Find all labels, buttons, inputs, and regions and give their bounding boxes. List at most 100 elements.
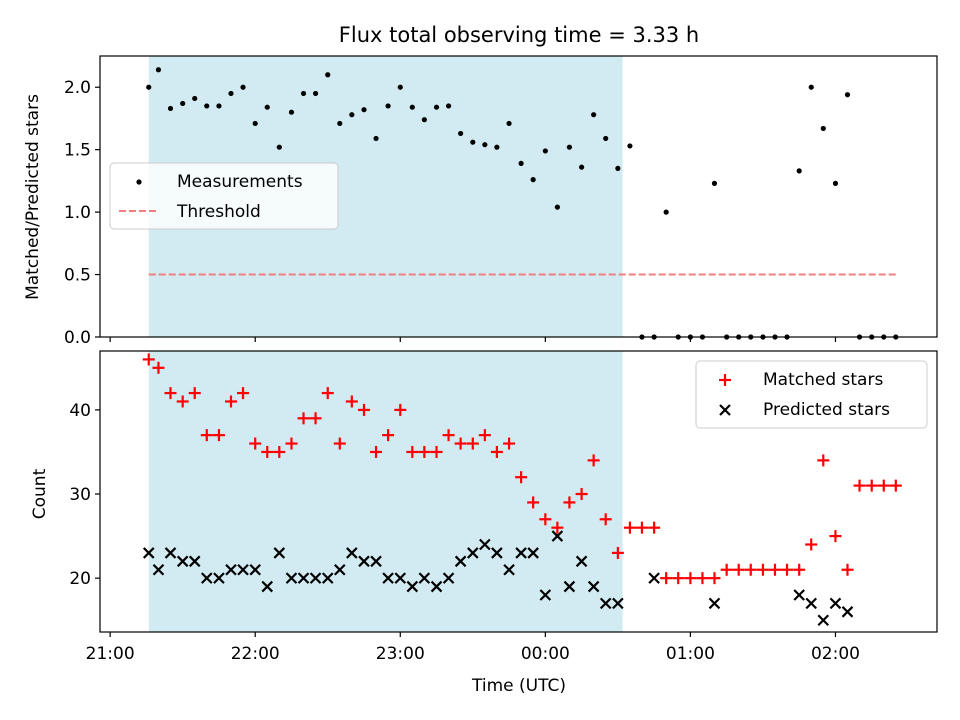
measurement-point <box>494 144 500 150</box>
matched-stars-point <box>370 445 383 458</box>
predicted-stars-point <box>188 555 201 568</box>
measurement-point <box>663 209 669 215</box>
measurement-point <box>844 92 851 98</box>
bottom-xtick-label: 21:00 <box>86 644 135 664</box>
top-panel: 0.00.51.01.52.0 Matched/Predicted stars … <box>23 55 938 348</box>
legend-matched-label: Matched stars <box>763 370 883 390</box>
matched-stars-point <box>623 521 636 534</box>
measurement-point <box>542 148 548 154</box>
measurement-point <box>627 143 633 149</box>
predicted-stars-point <box>346 547 358 559</box>
bottom-legend: Matched stars Predicted stars <box>695 360 928 429</box>
predicted-stars-point <box>225 563 237 576</box>
predicted-stars-point <box>829 597 842 610</box>
matched-stars-point <box>889 479 902 492</box>
predicted-stars-point <box>285 572 298 584</box>
predicted-stars-point <box>213 572 225 584</box>
predicted-stars-point <box>321 572 334 584</box>
measurement-point <box>506 120 512 127</box>
top-ytick-label: 1.0 <box>64 203 91 223</box>
legend-predicted-marker <box>719 404 731 416</box>
predicted-stars-point <box>394 572 407 584</box>
measurement-point <box>397 84 403 90</box>
matched-stars-point <box>142 353 155 366</box>
measurement-point <box>337 120 343 127</box>
matched-stars-point <box>732 563 745 576</box>
predicted-stars-point <box>442 572 455 584</box>
legend-measurements-label: Measurements <box>177 172 303 192</box>
predicted-stars-point <box>382 572 394 584</box>
measurement-point <box>603 135 609 142</box>
measurement-point <box>820 125 826 132</box>
predicted-stars-point <box>309 572 322 584</box>
matched-stars-point <box>527 496 540 509</box>
bottom-axes-frame <box>99 350 938 633</box>
predicted-stars-point <box>152 563 165 576</box>
measurement-point <box>325 72 331 78</box>
measurement-point <box>445 103 452 109</box>
measurement-point <box>180 100 186 107</box>
predicted-stars-point <box>805 597 818 610</box>
measurement-point <box>808 84 814 90</box>
predicted-stars-point <box>142 547 155 559</box>
measurement-point <box>192 95 198 102</box>
measurement-point <box>146 84 152 90</box>
matched-stars-point <box>865 479 878 492</box>
bottom-xtick-label: 22:00 <box>231 644 280 664</box>
bottom-xtick-label: 00:00 <box>521 644 570 664</box>
matched-stars-point <box>297 412 310 425</box>
bottom-ytick-label: 30 <box>69 485 91 505</box>
measurement-point <box>433 104 440 110</box>
matched-stars-point <box>358 403 371 416</box>
predicted-stars-point <box>418 572 431 584</box>
predicted-stars-point <box>841 606 854 618</box>
predicted-stars-point <box>612 597 624 610</box>
measurement-point <box>530 177 536 183</box>
bottom-xtick-label: 01:00 <box>666 644 715 664</box>
legend-predicted-label: Predicted stars <box>763 400 890 420</box>
measurement-point <box>796 168 802 174</box>
bottom-panel: 20 30 40 21:00 22:00 23:00 00:00 01:00 02:00 Co… <box>30 350 938 696</box>
measurement-point <box>240 84 246 90</box>
matched-stars-point <box>877 479 890 492</box>
matched-stars-point <box>672 572 685 585</box>
measurement-point <box>518 160 524 167</box>
measurement-point <box>554 204 560 210</box>
matched-stars-point <box>406 445 419 458</box>
measurement-point <box>373 135 379 142</box>
matched-stars-point <box>853 479 866 492</box>
matched-stars-point <box>660 572 673 585</box>
matched-stars-point <box>684 572 697 585</box>
predicted-stars-point <box>563 580 576 593</box>
predicted-stars-point <box>273 547 286 559</box>
bottom-ytick-label: 40 <box>69 401 91 421</box>
matched-stars-point <box>466 437 479 450</box>
measurement-point <box>252 120 258 127</box>
matched-stars-point <box>200 429 213 442</box>
measurement-point <box>361 107 367 113</box>
predicted-stars-point <box>164 547 177 559</box>
top-ytick-label: 1.5 <box>64 141 91 161</box>
predicted-stars-point <box>297 572 310 584</box>
predicted-stars-point <box>249 563 261 576</box>
predicted-stars-point <box>551 530 564 542</box>
predicted-stars-point <box>648 572 660 584</box>
measurement-point <box>579 164 585 170</box>
matched-stars-point <box>648 521 661 534</box>
x-axis-label: Time (UTC) <box>471 676 566 696</box>
matched-stars-point <box>454 437 467 450</box>
matched-stars-point <box>841 563 854 576</box>
matched-stars-point <box>309 412 322 425</box>
predicted-stars-point <box>708 597 721 610</box>
measurement-point <box>409 104 415 110</box>
measurement-point <box>711 180 718 186</box>
predicted-stars-point <box>817 614 830 626</box>
matched-stars-point <box>321 387 334 400</box>
matched-stars-point <box>575 488 588 501</box>
predicted-stars-point <box>237 563 249 576</box>
predicted-stars-point <box>406 580 419 593</box>
predicted-stars-point <box>599 597 612 610</box>
matched-stars-point <box>261 445 274 458</box>
predicted-stars-point <box>358 555 370 568</box>
